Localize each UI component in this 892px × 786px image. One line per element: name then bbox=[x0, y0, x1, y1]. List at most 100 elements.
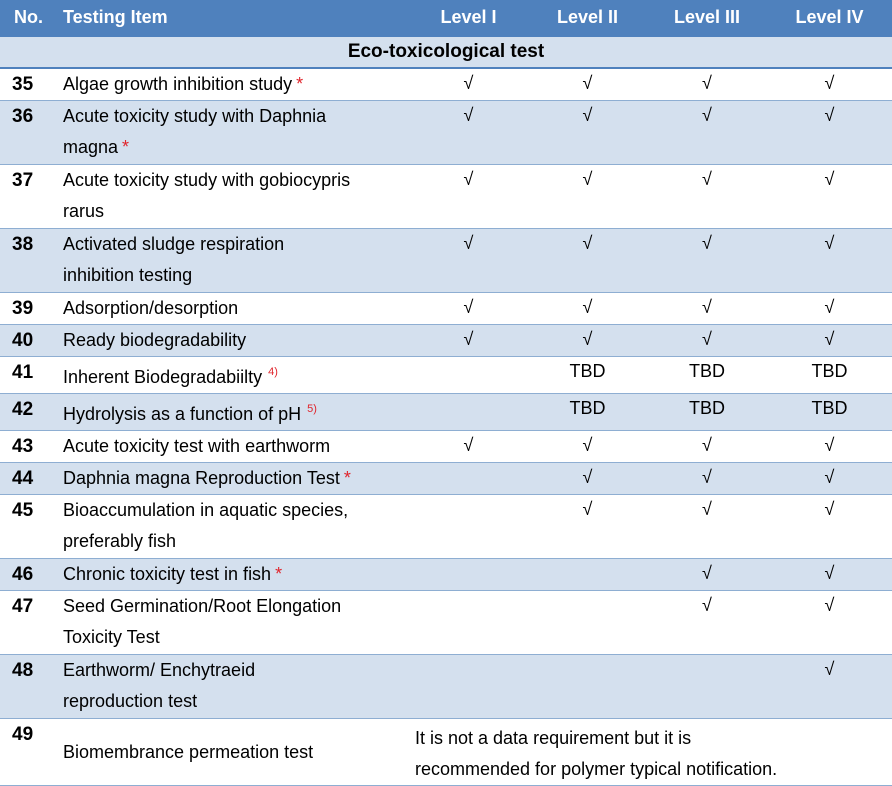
level-2-cell: √ bbox=[582, 105, 593, 125]
row-number: 37 bbox=[12, 170, 34, 191]
level-4-cell: √ bbox=[824, 595, 835, 615]
level-4-cell: √ bbox=[824, 169, 835, 189]
row-number: 43 bbox=[12, 436, 34, 457]
table-row: 37 Acute toxicity study with gobiocypris r… bbox=[0, 164, 892, 229]
item-line-1: Acute toxicity study with Daphnia bbox=[63, 106, 327, 126]
row-number: 35 bbox=[12, 74, 34, 95]
level-1-cell: √ bbox=[463, 169, 474, 189]
level-4-cell: √ bbox=[824, 467, 835, 487]
row-number: 42 bbox=[12, 399, 34, 420]
testing-item: Acute toxicity test with earthworm bbox=[57, 431, 409, 463]
level-3-cell: √ bbox=[702, 595, 712, 615]
table-row: 38 Activated sludge respiration inhibition… bbox=[0, 228, 892, 293]
level-3-cell bbox=[647, 655, 767, 719]
header-no: No. bbox=[14, 7, 43, 27]
row-number: 40 bbox=[12, 330, 34, 351]
note-line-1: It is not a data requirement but it is bbox=[415, 728, 692, 748]
level-1-cell bbox=[409, 394, 528, 431]
asterisk-marker: * bbox=[296, 74, 304, 94]
table-row: 44 Daphnia magna Reproduction Test * √ √ √ bbox=[0, 462, 892, 495]
table-header-row: No. Testing Item Level I Level II Level … bbox=[0, 0, 892, 36]
item-line-1: Activated sludge respiration bbox=[63, 234, 285, 254]
level-4-cell: √ bbox=[824, 233, 835, 253]
testing-item: Acute toxicity study with gobiocypris rar… bbox=[57, 165, 409, 229]
row-number: 49 bbox=[12, 724, 34, 745]
item-line-2: magna bbox=[63, 137, 119, 157]
level-4-cell: √ bbox=[824, 105, 835, 125]
table-row: 36 Acute toxicity study with Daphnia magna… bbox=[0, 100, 892, 165]
item-line-1: Ready biodegradability bbox=[63, 330, 247, 350]
header-level-4: Level IV bbox=[795, 7, 864, 27]
requirement-note: It is not a data requirement but it is re… bbox=[409, 719, 892, 786]
header-level-1: Level I bbox=[440, 7, 497, 27]
item-line-2: preferably fish bbox=[63, 531, 177, 551]
level-3-cell: √ bbox=[702, 233, 712, 253]
row-number: 48 bbox=[12, 660, 34, 681]
level-1-cell: √ bbox=[463, 435, 474, 455]
level-1-cell bbox=[409, 495, 528, 559]
level-4-cell: √ bbox=[824, 73, 835, 93]
level-4-cell: √ bbox=[824, 297, 835, 317]
level-1-cell bbox=[409, 591, 528, 655]
item-line-1: Daphnia magna Reproduction Test bbox=[63, 468, 340, 488]
level-1-cell bbox=[409, 357, 528, 394]
level-1-cell bbox=[409, 655, 528, 719]
table-row: 46 Chronic toxicity test in fish * √ √ bbox=[0, 558, 892, 591]
row-number: 38 bbox=[12, 234, 34, 255]
level-3-cell: √ bbox=[702, 435, 712, 455]
table-row: 41 Inherent Biodegradabiilty 4) TBD TBD TBD bbox=[0, 356, 892, 394]
level-4-cell: √ bbox=[824, 563, 835, 583]
header-testing-item: Testing Item bbox=[63, 7, 168, 27]
testing-item: Acute toxicity study with Daphnia magna * bbox=[57, 101, 409, 165]
item-line-2: inhibition testing bbox=[63, 265, 193, 285]
item-line-1: Seed Germination/Root Elongation bbox=[63, 596, 342, 616]
testing-item: Daphnia magna Reproduction Test * bbox=[57, 463, 409, 495]
asterisk-marker: * bbox=[275, 564, 283, 584]
item-line-2: reproduction test bbox=[63, 691, 198, 711]
level-1-cell: √ bbox=[463, 329, 474, 349]
level-4-cell: √ bbox=[824, 435, 835, 455]
testing-item: Bioaccumulation in aquatic species, prefe… bbox=[57, 495, 409, 559]
table-row: 43 Acute toxicity test with earthworm √ √ √ √ bbox=[0, 430, 892, 463]
level-2-cell bbox=[528, 559, 647, 591]
level-2-cell: √ bbox=[582, 233, 593, 253]
level-2-cell: √ bbox=[582, 169, 593, 189]
asterisk-marker: * bbox=[122, 137, 130, 157]
table-row: 45 Bioaccumulation in aquatic species, pre… bbox=[0, 494, 892, 559]
testing-item: Activated sludge respiration inhibition t… bbox=[57, 229, 409, 293]
level-2-cell: TBD bbox=[569, 398, 606, 418]
footnote-marker: 4) bbox=[268, 366, 278, 378]
testing-item: Adsorption/desorption bbox=[57, 293, 409, 325]
level-2-cell bbox=[528, 591, 647, 655]
testing-item: Earthworm/ Enchytraeid reproduction test bbox=[57, 655, 409, 719]
item-line-1: Hydrolysis as a function of pH bbox=[63, 404, 302, 424]
level-2-cell: √ bbox=[582, 297, 593, 317]
testing-item: Seed Germination/Root Elongation Toxicity… bbox=[57, 591, 409, 655]
level-1-cell bbox=[409, 463, 528, 495]
asterisk-marker: * bbox=[343, 468, 351, 488]
row-number: 41 bbox=[12, 362, 34, 383]
level-2-cell bbox=[528, 655, 647, 719]
row-number: 45 bbox=[12, 500, 34, 521]
table-row: 49 Biomembrance permeation test It is not … bbox=[0, 718, 892, 786]
level-2-cell: √ bbox=[582, 329, 593, 349]
level-4-cell: TBD bbox=[811, 398, 848, 418]
item-line-1: Acute toxicity test with earthworm bbox=[63, 436, 331, 456]
testing-item: Ready biodegradability bbox=[57, 325, 409, 357]
table-row: 35 Algae growth inhibition study * √ √ √ √ bbox=[0, 68, 892, 101]
level-4-cell: √ bbox=[824, 499, 835, 519]
level-3-cell: √ bbox=[702, 73, 712, 93]
table-row: 40 Ready biodegradability √ √ √ √ bbox=[0, 324, 892, 357]
testing-item: Inherent Biodegradabiilty 4) bbox=[57, 357, 409, 394]
level-1-cell: √ bbox=[463, 297, 474, 317]
level-4-cell: √ bbox=[824, 659, 835, 679]
row-number: 46 bbox=[12, 564, 34, 585]
level-3-cell: TBD bbox=[689, 361, 725, 381]
level-3-cell: √ bbox=[702, 169, 712, 189]
table-row: 39 Adsorption/desorption √ √ √ √ bbox=[0, 292, 892, 325]
item-line-2: rarus bbox=[63, 201, 105, 221]
row-number: 39 bbox=[12, 298, 34, 319]
row-number: 47 bbox=[12, 596, 34, 617]
header-level-2: Level II bbox=[556, 7, 619, 27]
